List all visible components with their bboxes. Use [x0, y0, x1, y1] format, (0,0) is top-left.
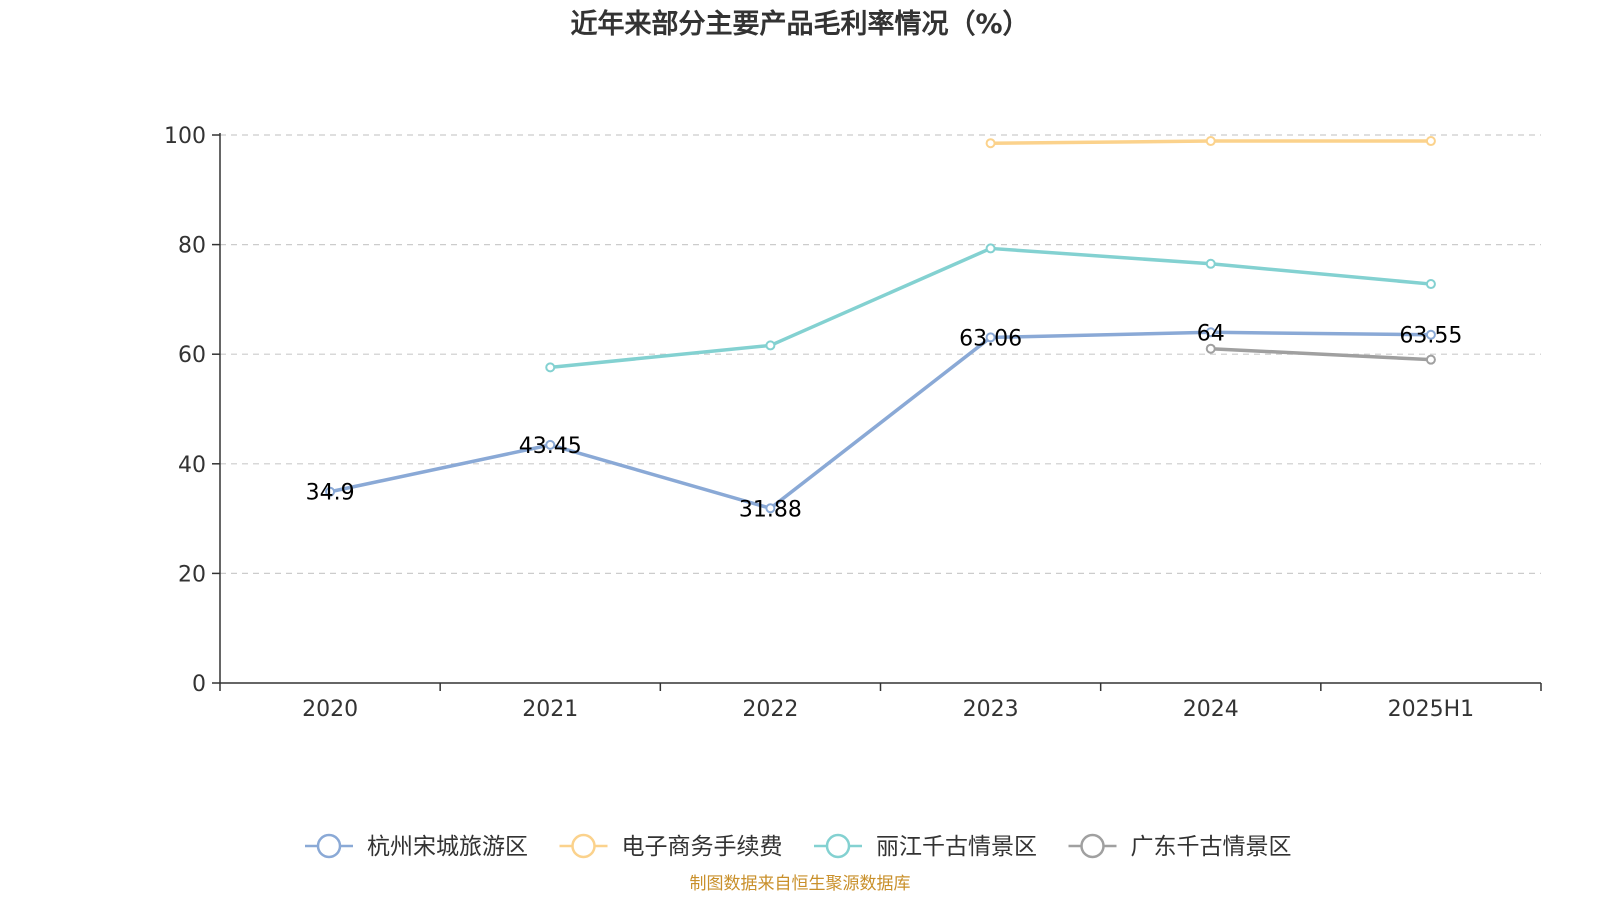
data-label: 63.06: [959, 326, 1022, 351]
data-point[interactable]: [1425, 279, 1436, 290]
data-point[interactable]: [545, 439, 556, 450]
y-tick-label: 80: [178, 234, 206, 259]
data-label: 34.9: [306, 481, 355, 506]
data-point[interactable]: [1425, 136, 1436, 147]
data-point[interactable]: [985, 138, 996, 149]
data-label: 31.88: [739, 497, 802, 522]
x-tick-label: 2022: [742, 697, 798, 722]
data-point[interactable]: [1205, 327, 1216, 338]
data-point[interactable]: [1425, 354, 1436, 365]
data-point[interactable]: [1205, 343, 1216, 354]
legend-marker: [1080, 833, 1105, 859]
data-label: 63.55: [1399, 324, 1462, 349]
series-line: [329, 330, 1431, 511]
legend-item[interactable]: 丽江千古情景区: [814, 833, 1037, 860]
data-point[interactable]: [985, 332, 996, 343]
y-tick-label: 20: [178, 562, 206, 587]
x-tick-label: 2021: [522, 697, 578, 722]
legend-item[interactable]: 广东千古情景区: [1068, 833, 1292, 860]
data-labels: 34.9 43.45 31.88 63.06 64 63.55: [306, 321, 1463, 522]
y-tick-label: 40: [178, 453, 206, 478]
plot-area: [325, 136, 1436, 514]
legend-marker: [316, 833, 342, 859]
grid: [220, 134, 1541, 575]
data-label: 64: [1197, 321, 1225, 346]
legend-marker: [825, 833, 851, 859]
legend-item[interactable]: 杭州宋城旅游区: [305, 833, 528, 860]
data-point[interactable]: [1425, 329, 1436, 340]
legend-marker: [571, 833, 596, 859]
legend-label: 丽江千古情景区: [876, 834, 1037, 860]
legend-label: 广东千古情景区: [1131, 834, 1292, 860]
legend-label: 电子商务手续费: [622, 834, 783, 860]
data-point[interactable]: [545, 362, 556, 373]
y-tick-label: 0: [192, 672, 206, 697]
legend-item[interactable]: 电子商务手续费: [559, 833, 783, 860]
axes: 0 20 40 60 80 100 2020 2021 2022 2023 2024 2025H1: [164, 124, 1542, 722]
data-label: 43.45: [519, 434, 582, 459]
source-note: 制图数据来自恒生聚源数据库: [690, 874, 911, 894]
x-tick-label: 2023: [963, 697, 1019, 722]
x-tick-label: 2024: [1183, 697, 1239, 722]
y-tick-label: 100: [164, 124, 206, 149]
series-line: [1210, 346, 1432, 362]
data-point[interactable]: [985, 243, 996, 254]
y-tick-label: 60: [178, 343, 206, 368]
data-point[interactable]: [325, 486, 336, 497]
data-point[interactable]: [765, 340, 776, 351]
legend-label: 杭州宋城旅游区: [367, 834, 528, 860]
chart-title: 近年来部分主要产品毛利率情况（%）: [570, 8, 1029, 40]
data-point[interactable]: [765, 503, 776, 514]
data-point[interactable]: [1205, 258, 1216, 269]
x-tick-label: 2020: [302, 697, 358, 722]
x-tick-label: 2025H1: [1388, 697, 1475, 722]
data-point[interactable]: [1205, 136, 1216, 147]
legend[interactable]: 杭州宋城旅游区 电子商务手续费 丽江千古情景区 广东千古情景区: [305, 833, 1292, 860]
